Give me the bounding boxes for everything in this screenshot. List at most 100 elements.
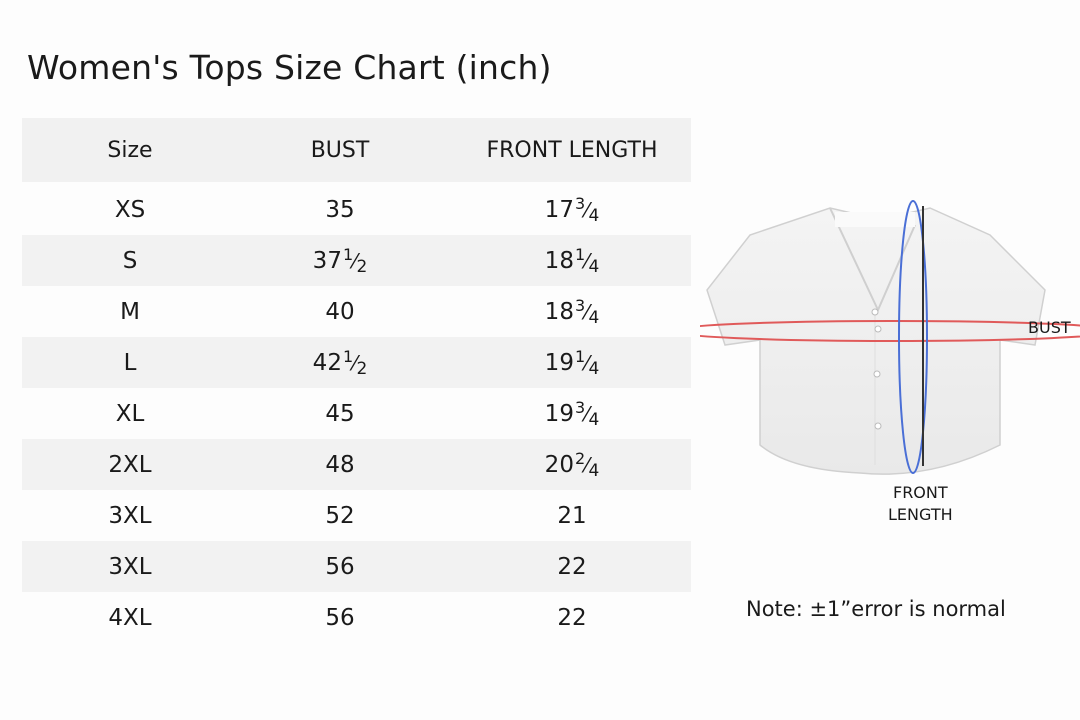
value-whole: 56: [325, 604, 355, 631]
value-whole: 45: [325, 400, 355, 427]
table-row: L 421⁄2 191⁄4: [22, 337, 691, 388]
front-length-label: FRONT LENGTH: [888, 482, 953, 526]
front-length-cell: 22: [557, 605, 586, 631]
front-length-cell: 181⁄4: [544, 245, 600, 277]
fraction-numerator: 3: [574, 193, 586, 213]
fraction-slash: ⁄: [585, 299, 589, 324]
value-fraction: 1⁄4: [575, 245, 599, 277]
value-whole: 19: [544, 349, 574, 376]
value-fraction: 3⁄4: [575, 194, 599, 226]
size-cell: XS: [114, 196, 146, 223]
size-cell: S: [122, 247, 138, 274]
fraction-numerator: 1: [574, 244, 586, 264]
table-row: XL 45 193⁄4: [22, 388, 691, 439]
fraction-slash: ⁄: [585, 197, 589, 222]
fraction-numerator: 1: [574, 346, 586, 366]
fraction-slash: ⁄: [353, 350, 357, 375]
fraction-denominator: 4: [588, 256, 600, 277]
value-fraction: 3⁄4: [575, 398, 599, 430]
header-bust: BUST: [310, 137, 370, 163]
table-row: 2XL 48 202⁄4: [22, 439, 691, 490]
tolerance-note: Note: ±1”error is normal: [746, 597, 1006, 621]
value-fraction: 3⁄4: [575, 296, 599, 328]
header-size: Size: [107, 137, 153, 163]
fraction-denominator: 2: [356, 256, 368, 277]
fraction-numerator: 2: [574, 448, 586, 468]
value-whole: 48: [325, 451, 355, 478]
bust-cell: 371⁄2: [312, 245, 368, 277]
fraction-numerator: 1: [342, 244, 354, 264]
table-row: S 371⁄2 181⁄4: [22, 235, 691, 286]
size-cell: M: [120, 298, 140, 325]
shirt-illustration: [669, 200, 1080, 475]
bust-cell: 421⁄2: [312, 347, 368, 379]
fraction-numerator: 1: [342, 346, 354, 366]
front-length-cell: 22: [557, 554, 586, 580]
fraction-slash: ⁄: [585, 350, 589, 375]
value-whole: 18: [544, 247, 574, 274]
bust-cell: 52: [325, 503, 354, 529]
fraction-denominator: 4: [588, 307, 600, 328]
fraction-numerator: 3: [574, 397, 586, 417]
value-whole: 21: [557, 502, 587, 529]
value-whole: 19: [544, 400, 574, 427]
value-whole: 35: [325, 196, 355, 223]
shirt-diagram: BUST FRONT LENGTH: [669, 190, 1080, 530]
size-cell: 3XL: [108, 553, 152, 580]
fraction-slash: ⁄: [353, 248, 357, 273]
value-whole: 17: [544, 196, 574, 223]
fraction-slash: ⁄: [585, 248, 589, 273]
size-table: Size BUST FRONT LENGTH XS 35 173⁄4 S 371⁄2 18…: [22, 118, 691, 643]
front-length-cell: 21: [557, 503, 586, 529]
table-row: 3XL 56 22: [22, 541, 691, 592]
value-fraction: 1⁄2: [343, 347, 367, 379]
table-row: XS 35 173⁄4: [22, 184, 691, 235]
bust-cell: 56: [325, 605, 354, 631]
page-title: Women's Tops Size Chart (inch): [27, 48, 552, 87]
table-row: 4XL 56 22: [22, 592, 691, 643]
front-length-cell: 193⁄4: [544, 398, 600, 430]
bust-label: BUST: [1028, 318, 1071, 337]
value-whole: 18: [544, 298, 574, 325]
bust-cell: 40: [325, 299, 354, 325]
front-length-cell: 173⁄4: [544, 194, 600, 226]
fraction-denominator: 4: [588, 409, 600, 430]
value-whole: 22: [557, 604, 587, 631]
bust-cell: 56: [325, 554, 354, 580]
size-cell: XL: [115, 400, 145, 427]
front-length-cell: 191⁄4: [544, 347, 600, 379]
value-whole: 37: [312, 247, 342, 274]
value-whole: 20: [544, 451, 574, 478]
bust-cell: 48: [325, 452, 354, 478]
table-header: Size BUST FRONT LENGTH: [22, 118, 691, 182]
front-length-cell: 183⁄4: [544, 296, 600, 328]
fraction-numerator: 3: [574, 295, 586, 315]
bust-cell: 35: [325, 197, 354, 223]
size-cell: L: [123, 349, 137, 376]
fraction-slash: ⁄: [585, 401, 589, 426]
size-cell: 3XL: [108, 502, 152, 529]
value-whole: 40: [325, 298, 355, 325]
fraction-denominator: 4: [588, 460, 600, 481]
value-whole: 22: [557, 553, 587, 580]
size-cell: 2XL: [108, 451, 152, 478]
value-fraction: 1⁄2: [343, 245, 367, 277]
front-length-label-line1: FRONT: [892, 483, 948, 502]
fraction-slash: ⁄: [585, 452, 589, 477]
table-row: M 40 183⁄4: [22, 286, 691, 337]
front-length-label-line2: LENGTH: [888, 505, 953, 524]
fraction-denominator: 4: [588, 205, 600, 226]
fraction-denominator: 2: [356, 358, 368, 379]
bust-cell: 45: [325, 401, 354, 427]
front-length-cell: 202⁄4: [544, 449, 600, 481]
value-whole: 56: [325, 553, 355, 580]
size-cell: 4XL: [108, 604, 152, 631]
header-front-length: FRONT LENGTH: [486, 137, 658, 163]
fraction-denominator: 4: [588, 358, 600, 379]
value-fraction: 2⁄4: [575, 449, 599, 481]
table-row: 3XL 52 21: [22, 490, 691, 541]
value-fraction: 1⁄4: [575, 347, 599, 379]
value-whole: 42: [312, 349, 342, 376]
value-whole: 52: [325, 502, 355, 529]
